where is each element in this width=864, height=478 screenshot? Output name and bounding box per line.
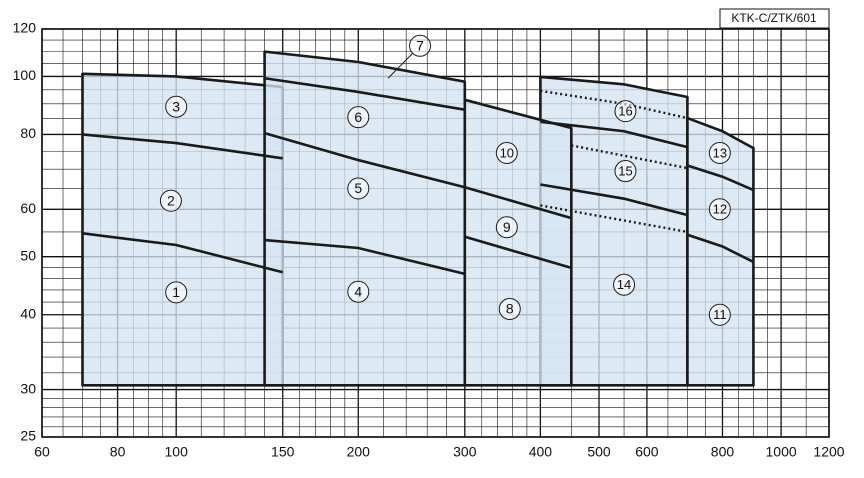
y-tick-label: 120 — [13, 20, 37, 36]
x-tick-label: 400 — [529, 444, 553, 460]
label-circle — [708, 303, 731, 326]
y-tick-label: 30 — [20, 380, 36, 396]
label-circle — [613, 273, 636, 296]
y-tick-label: 40 — [20, 305, 36, 321]
curve — [264, 238, 466, 276]
curve — [264, 76, 466, 111]
label-circle — [347, 106, 370, 129]
label-circle — [409, 34, 432, 57]
label-circle — [165, 95, 188, 118]
y-tick-label: 50 — [20, 247, 36, 263]
region-label: 11 — [713, 307, 727, 322]
label-circle — [165, 281, 188, 304]
curve — [82, 232, 284, 274]
x-tick-label: 800 — [711, 444, 735, 460]
x-tick-label: 150 — [271, 444, 295, 460]
region-label: 15 — [618, 163, 632, 178]
leader-line — [387, 53, 413, 79]
y-tick-label: 80 — [20, 125, 36, 141]
label-circle — [614, 160, 637, 183]
region-label: 14 — [617, 277, 631, 292]
curve — [540, 183, 688, 217]
region-label: 9 — [503, 219, 511, 235]
curve — [687, 164, 754, 192]
curve — [464, 186, 572, 220]
region-label: 5 — [354, 180, 362, 196]
region-label: 2 — [167, 192, 175, 208]
curve — [464, 235, 572, 270]
label-circle — [495, 141, 518, 164]
coverage-region — [81, 72, 285, 387]
x-tick-label: 1200 — [813, 444, 844, 460]
x-tick-label: 80 — [110, 444, 126, 460]
region-label: 1 — [172, 284, 180, 300]
x-tick-label: 500 — [587, 444, 611, 460]
region-label: 10 — [500, 145, 514, 160]
chart-tag: KTK-C/ZTK/601 — [731, 11, 817, 25]
x-tick-label: 200 — [347, 444, 371, 460]
label-circle — [347, 177, 370, 200]
label-circle — [708, 198, 731, 221]
region-label: 8 — [506, 301, 514, 317]
coverage-region — [463, 98, 573, 387]
x-tick-label: 600 — [635, 444, 659, 460]
region-label: 12 — [713, 202, 727, 217]
curve — [540, 120, 688, 149]
curve — [82, 133, 283, 160]
x-tick-label: 300 — [453, 444, 477, 460]
y-tick-label: 25 — [20, 428, 36, 444]
label-circle — [708, 141, 731, 164]
label-circle — [159, 189, 182, 212]
tag-box — [719, 8, 830, 29]
coverage-region — [263, 50, 467, 387]
coverage-region — [686, 116, 755, 387]
y-tick-label: 60 — [20, 200, 36, 216]
curve — [264, 131, 466, 189]
region-label: 13 — [713, 145, 727, 160]
x-tick-label: 100 — [165, 444, 189, 460]
region-label: 16 — [618, 104, 632, 119]
region-label: 6 — [354, 109, 362, 125]
x-tick-label: 60 — [34, 444, 50, 460]
region-label: 7 — [416, 37, 424, 53]
region-label: 3 — [172, 98, 180, 114]
label-circle — [347, 280, 370, 303]
curve — [686, 233, 755, 264]
plot-frame — [41, 28, 830, 438]
region-label: 4 — [354, 283, 362, 299]
y-tick-label: 100 — [13, 67, 37, 83]
label-circle — [495, 216, 518, 239]
label-circle — [498, 297, 521, 320]
x-tick-label: 1000 — [766, 444, 797, 460]
label-circle — [614, 100, 637, 123]
